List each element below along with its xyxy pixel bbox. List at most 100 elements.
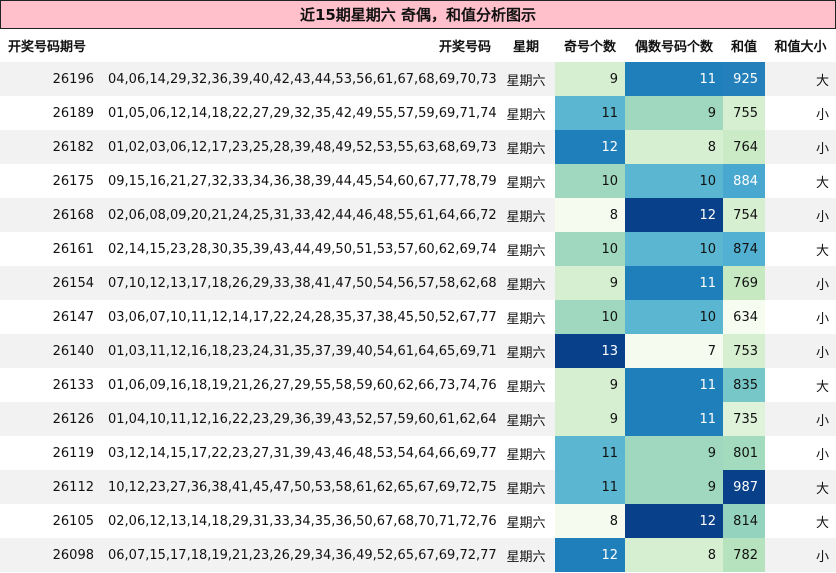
cell-sum: 753: [723, 334, 765, 368]
cell-issue: 26098: [0, 538, 101, 572]
cell-sum: 835: [723, 368, 765, 402]
cell-sum: 925: [723, 62, 765, 96]
cell-weekday: 星期六: [497, 504, 555, 538]
cell-weekday: 星期六: [497, 198, 555, 232]
header-issue: 开奖号码期号: [8, 39, 87, 55]
table-row: 26126 01,04,10,11,12,16,22,23,29,36,39,43…: [0, 402, 836, 436]
table-row: 26119 03,12,14,15,17,22,23,27,31,39,43,46…: [0, 436, 836, 470]
cell-sum: 884: [723, 164, 765, 198]
cell-odd-count: 9: [555, 402, 625, 436]
table-row: 26168 02,06,08,09,20,21,24,25,31,33,42,44…: [0, 198, 836, 232]
cell-sum: 814: [723, 504, 765, 538]
cell-odd-count: 8: [555, 198, 625, 232]
table-row: 26175 09,15,16,21,27,32,33,34,36,38,39,44…: [0, 164, 836, 198]
cell-issue: 26133: [0, 368, 101, 402]
cell-numbers: 07,10,12,13,17,18,26,29,33,38,41,47,50,5…: [101, 266, 497, 300]
cell-even-count: 9: [625, 470, 723, 504]
cell-odd-count: 11: [555, 470, 625, 504]
cell-sum-size: 小: [765, 266, 836, 300]
cell-sum: 634: [723, 300, 765, 334]
cell-even-count: 8: [625, 130, 723, 164]
cell-sum-size: 小: [765, 436, 836, 470]
header-odd-count: 奇号个数: [563, 39, 616, 55]
cell-numbers: 03,12,14,15,17,22,23,27,31,39,43,46,48,5…: [101, 436, 497, 470]
cell-numbers: 01,03,11,12,16,18,23,24,31,35,37,39,40,5…: [101, 334, 497, 368]
cell-issue: 26119: [0, 436, 101, 470]
cell-odd-count: 9: [555, 368, 625, 402]
cell-sum: 874: [723, 232, 765, 266]
cell-sum-size: 小: [765, 300, 836, 334]
table-row: 26133 01,06,09,16,18,19,21,26,27,29,55,58…: [0, 368, 836, 402]
header-numbers: 开奖号码: [438, 39, 491, 55]
cell-issue: 26161: [0, 232, 101, 266]
cell-odd-count: 10: [555, 164, 625, 198]
cell-sum-size: 小: [765, 130, 836, 164]
cell-sum-size: 小: [765, 334, 836, 368]
cell-weekday: 星期六: [497, 538, 555, 572]
table-body: 26196 04,06,14,29,32,36,39,40,42,43,44,53…: [0, 62, 836, 572]
cell-issue: 26196: [0, 62, 101, 96]
table-row: 26182 01,02,03,06,12,17,23,25,28,39,48,49…: [0, 130, 836, 164]
cell-sum: 769: [723, 266, 765, 300]
cell-sum: 755: [723, 96, 765, 130]
cell-odd-count: 10: [555, 300, 625, 334]
cell-weekday: 星期六: [497, 368, 555, 402]
cell-even-count: 12: [625, 198, 723, 232]
cell-issue: 26140: [0, 334, 101, 368]
cell-numbers: 02,14,15,23,28,30,35,39,43,44,49,50,51,5…: [101, 232, 497, 266]
cell-sum: 801: [723, 436, 765, 470]
cell-sum: 754: [723, 198, 765, 232]
cell-sum-size: 大: [765, 504, 836, 538]
cell-sum-size: 大: [765, 368, 836, 402]
cell-weekday: 星期六: [497, 470, 555, 504]
cell-numbers: 04,06,14,29,32,36,39,40,42,43,44,53,56,6…: [101, 62, 497, 96]
cell-odd-count: 9: [555, 62, 625, 96]
cell-even-count: 10: [625, 164, 723, 198]
cell-odd-count: 8: [555, 504, 625, 538]
cell-even-count: 10: [625, 232, 723, 266]
cell-sum-size: 大: [765, 470, 836, 504]
cell-sum-size: 小: [765, 96, 836, 130]
cell-odd-count: 11: [555, 436, 625, 470]
cell-sum: 764: [723, 130, 765, 164]
table-row: 26154 07,10,12,13,17,18,26,29,33,38,41,47…: [0, 266, 836, 300]
cell-odd-count: 9: [555, 266, 625, 300]
cell-numbers: 01,04,10,11,12,16,22,23,29,36,39,43,52,5…: [101, 402, 497, 436]
cell-even-count: 12: [625, 504, 723, 538]
cell-even-count: 9: [625, 96, 723, 130]
cell-numbers: 01,05,06,12,14,18,22,27,29,32,35,42,49,5…: [101, 96, 497, 130]
header-row: 开奖号码期号 开奖号码 星期 奇号个数 偶数号码个数 和值 和值大小: [0, 28, 836, 62]
cell-even-count: 7: [625, 334, 723, 368]
cell-issue: 26105: [0, 504, 101, 538]
lottery-table: 开奖号码期号 开奖号码 星期 奇号个数 偶数号码个数 和值 和值大小 26196…: [0, 28, 836, 572]
cell-weekday: 星期六: [497, 436, 555, 470]
header-weekday: 星期: [512, 39, 539, 55]
cell-issue: 26168: [0, 198, 101, 232]
cell-weekday: 星期六: [497, 130, 555, 164]
cell-even-count: 8: [625, 538, 723, 572]
cell-numbers: 10,12,23,27,36,38,41,45,47,50,53,58,61,6…: [101, 470, 497, 504]
table-row: 26105 02,06,12,13,14,18,29,31,33,34,35,36…: [0, 504, 836, 538]
cell-odd-count: 11: [555, 96, 625, 130]
cell-weekday: 星期六: [497, 266, 555, 300]
cell-issue: 26189: [0, 96, 101, 130]
header-sum: 和值: [730, 39, 757, 55]
cell-issue: 26182: [0, 130, 101, 164]
cell-even-count: 11: [625, 62, 723, 96]
table-row: 26098 06,07,15,17,18,19,21,23,26,29,34,36…: [0, 538, 836, 572]
cell-even-count: 11: [625, 266, 723, 300]
cell-weekday: 星期六: [497, 164, 555, 198]
page-title: 近15期星期六 奇偶，和值分析图示: [0, 0, 836, 29]
cell-weekday: 星期六: [497, 62, 555, 96]
table-row: 26147 03,06,07,10,11,12,14,17,22,24,28,35…: [0, 300, 836, 334]
cell-weekday: 星期六: [497, 96, 555, 130]
cell-sum: 735: [723, 402, 765, 436]
cell-sum-size: 大: [765, 62, 836, 96]
cell-weekday: 星期六: [497, 334, 555, 368]
cell-issue: 26147: [0, 300, 101, 334]
cell-even-count: 11: [625, 368, 723, 402]
cell-numbers: 01,02,03,06,12,17,23,25,28,39,48,49,52,5…: [101, 130, 497, 164]
cell-sum-size: 大: [765, 164, 836, 198]
cell-weekday: 星期六: [497, 300, 555, 334]
cell-even-count: 9: [625, 436, 723, 470]
